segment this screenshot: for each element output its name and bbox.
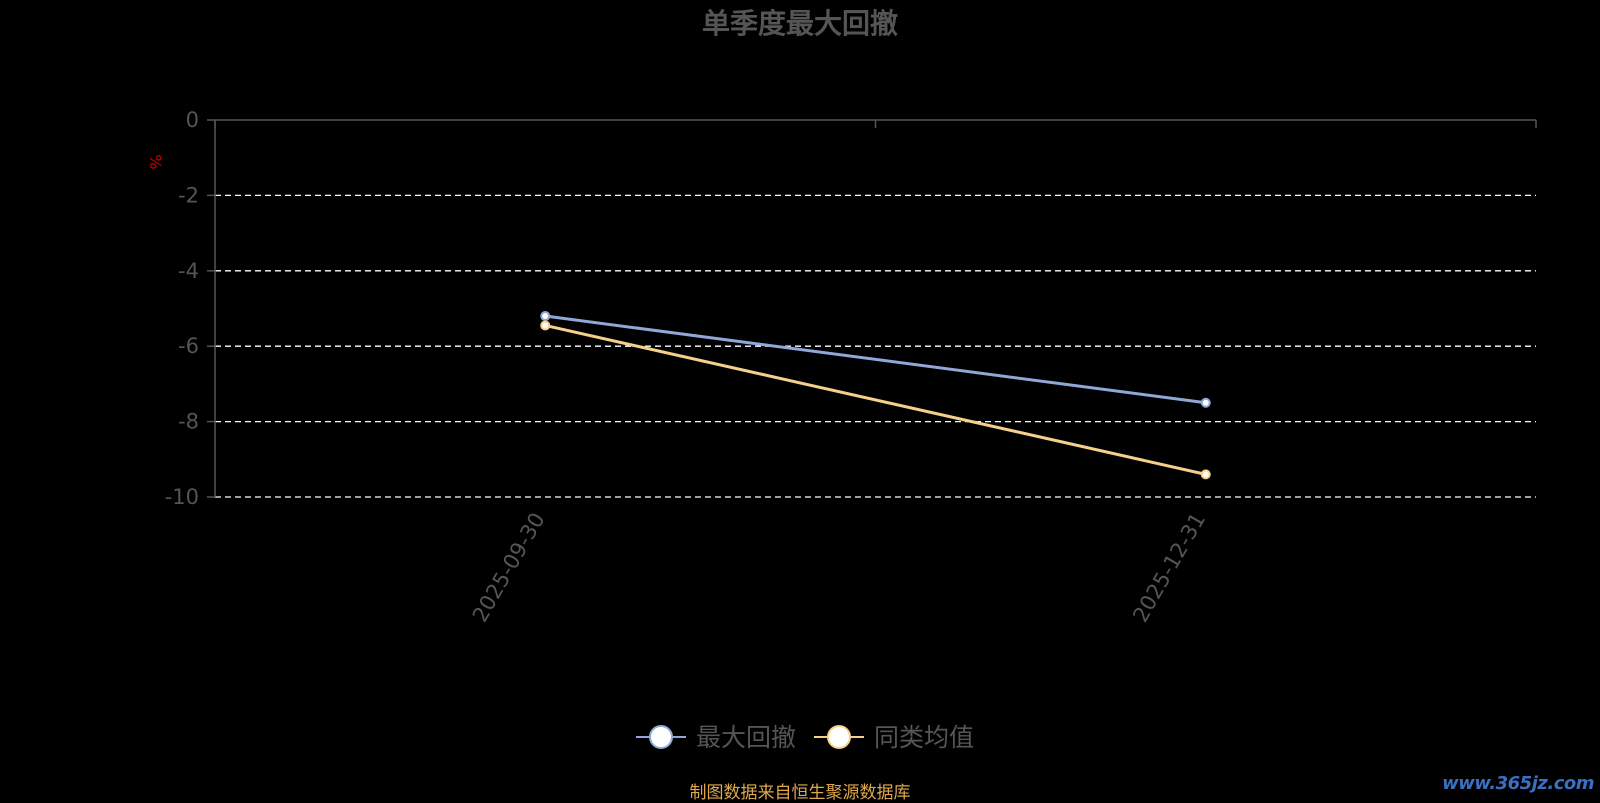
axes — [207, 119, 1537, 498]
x-tick-label: 2025-12-31 — [1128, 509, 1210, 627]
x-tick-labels: 2025-09-30 2025-12-31 — [468, 509, 1210, 627]
source-note: 制图数据来自恒生聚源数据库 — [689, 783, 911, 803]
legend[interactable]: 最大回撤 同类均值 — [636, 723, 974, 752]
series-line — [544, 324, 1207, 476]
legend-item[interactable]: 最大回撤 — [636, 723, 796, 752]
x-tick-label: 2025-09-30 — [468, 509, 550, 627]
y-tick-labels: 0 -2 -4 -6 -8 -10 — [165, 108, 199, 509]
data-point[interactable] — [1200, 397, 1211, 408]
chart-title: 单季度最大回撤 — [702, 7, 898, 40]
series-1 — [540, 311, 1211, 408]
y-tick-label: -6 — [178, 334, 199, 358]
series-2 — [540, 320, 1211, 480]
y-tick-label: -4 — [178, 259, 199, 283]
legend-label: 最大回撤 — [696, 723, 796, 752]
y-tick-label: -2 — [178, 183, 199, 207]
y-tick-label: -10 — [165, 485, 199, 509]
data-point[interactable] — [1200, 469, 1211, 480]
legend-item[interactable]: 同类均值 — [814, 723, 974, 752]
series — [540, 311, 1211, 480]
grid-lines — [215, 194, 1536, 498]
legend-label: 同类均值 — [874, 723, 974, 752]
series-line — [545, 314, 1206, 405]
legend-marker — [827, 725, 851, 749]
data-point[interactable] — [540, 311, 551, 322]
watermark: www.365jz.com — [1442, 773, 1594, 794]
y-tick-label: 0 — [186, 108, 199, 132]
y-axis-label: % — [146, 154, 165, 169]
y-tick-label: -8 — [178, 410, 199, 434]
legend-marker — [649, 725, 673, 749]
data-point[interactable] — [540, 320, 551, 331]
